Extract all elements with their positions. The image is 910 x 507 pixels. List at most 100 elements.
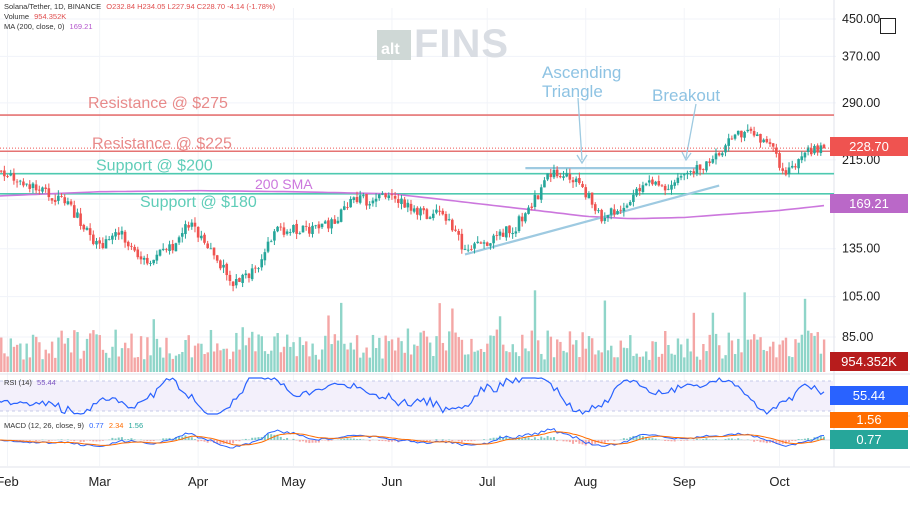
volume-bar — [788, 356, 790, 372]
volume-bar — [226, 349, 228, 372]
candle-body — [699, 164, 702, 169]
volume-bar — [143, 359, 145, 372]
candle-body — [149, 263, 152, 264]
candle-body — [346, 207, 349, 208]
candle-body — [337, 221, 340, 223]
volume-bar — [410, 354, 412, 372]
volume-bar — [480, 349, 482, 372]
volume-bar — [664, 331, 666, 372]
volume-bar — [318, 360, 320, 372]
volume-bar — [111, 347, 113, 372]
candle-body — [588, 193, 591, 198]
candle-body — [654, 182, 657, 185]
candle-body — [651, 180, 654, 185]
candle-body — [273, 231, 276, 240]
volume-bar — [683, 357, 685, 372]
candle-body — [0, 171, 2, 172]
candle-body — [248, 274, 251, 278]
macd-hist-bar — [121, 437, 123, 440]
candle-body — [511, 233, 514, 234]
volume-bar — [740, 352, 742, 372]
rsi-legend: RSI (14) 55.44 — [4, 378, 59, 387]
y-tick-label: 135.00 — [842, 242, 880, 256]
volume-bar — [200, 344, 202, 372]
candle-body — [772, 143, 775, 146]
ma-legend: MA (200, close, 0) 169.21 — [4, 22, 96, 31]
candle-body — [302, 226, 305, 233]
ohlc-values: O232.84 H234.05 L227.94 C228.70 -4.14 (-… — [106, 2, 275, 11]
candle-body — [222, 265, 225, 268]
watermark-big: FINS — [414, 22, 509, 66]
volume-bar — [248, 338, 250, 372]
volume-bar — [407, 329, 409, 372]
volume-bar — [473, 352, 475, 372]
volume-bar — [337, 341, 339, 372]
volume-bar — [168, 353, 170, 372]
candle-body — [769, 142, 772, 144]
candle-body — [359, 195, 362, 203]
resistance-label: Resistance @ $225 — [92, 135, 232, 152]
volume-bar — [80, 359, 82, 372]
candle-body — [794, 166, 797, 167]
volume-bar — [693, 313, 695, 372]
macd-label: MACD (12, 26, close, 9) — [4, 421, 84, 430]
macd-hist-bar — [562, 440, 564, 441]
volume-bar — [356, 335, 358, 372]
breakout-pointer — [686, 104, 696, 158]
volume-bar — [105, 353, 107, 372]
x-tick-label: Jul — [479, 474, 496, 489]
expand-icon[interactable] — [880, 18, 896, 34]
candle-body — [584, 187, 587, 197]
candle-body — [575, 179, 578, 182]
volume-bar — [667, 345, 669, 372]
macd-hist-bar — [146, 440, 148, 441]
volume-bar — [724, 355, 726, 372]
macd-hist-bar — [521, 439, 523, 440]
candle-body — [661, 185, 664, 186]
macd-hist-bar — [702, 439, 704, 440]
volume-bar — [235, 333, 237, 372]
volume-bar — [35, 337, 37, 372]
candle-body — [219, 260, 222, 268]
volume-bar — [550, 337, 552, 372]
volume-bar — [16, 345, 18, 372]
candle-body — [664, 186, 667, 190]
volume-bar — [83, 351, 85, 372]
volume-bar — [57, 338, 59, 372]
sma-label: 200 SMA — [255, 176, 313, 192]
macd-hist-bar — [728, 438, 730, 440]
candle-body — [403, 200, 406, 208]
volume-bar — [76, 332, 78, 372]
candle-body — [108, 239, 111, 240]
candle-body — [356, 197, 359, 202]
macd-hist-bar — [346, 438, 348, 440]
volume-bar — [238, 350, 240, 372]
macd-hist-bar — [575, 440, 577, 442]
candle-body — [683, 174, 686, 175]
macd-hist-bar — [715, 439, 717, 440]
macd-hist-bar — [130, 438, 132, 440]
candle-body — [530, 207, 533, 208]
volume-bar — [540, 354, 542, 372]
candle-body — [86, 228, 89, 230]
macd-hist-bar — [550, 437, 552, 440]
macd-hist-bar — [29, 440, 31, 441]
volume-bar — [458, 337, 460, 372]
volume-bar — [613, 357, 615, 372]
volume-bar — [750, 339, 752, 372]
candle-body — [267, 242, 270, 252]
macd-hist-bar — [458, 440, 460, 441]
volume-bar — [569, 331, 571, 372]
macd-hist-bar — [124, 439, 126, 440]
volume-bar — [486, 344, 488, 372]
volume-bar — [172, 359, 174, 372]
volume-bar — [146, 337, 148, 372]
volume-bar — [321, 349, 323, 372]
candle-body — [518, 216, 521, 231]
candle-body — [9, 174, 12, 176]
volume-bar — [709, 335, 711, 372]
volume-bar — [372, 335, 374, 372]
macd-hist-bar — [369, 440, 371, 441]
candle-body — [159, 250, 162, 256]
candle-body — [686, 173, 689, 174]
